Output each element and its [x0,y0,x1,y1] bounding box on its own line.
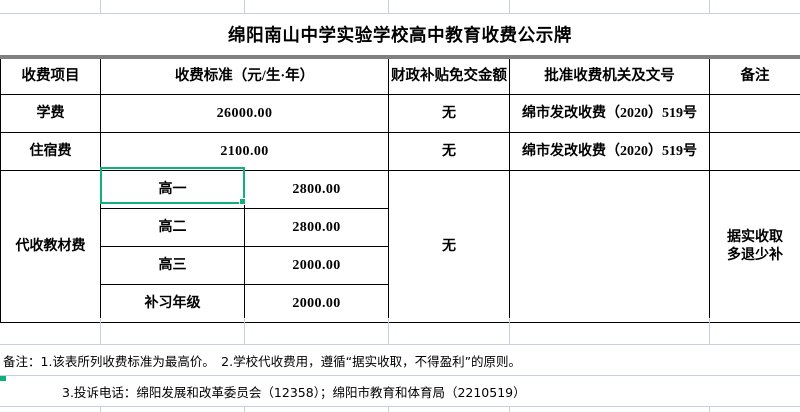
table-row[interactable]: 学费 26000.00 无 绵市发改收费（2020）519号 [0,94,800,133]
cell-standard-boarding[interactable]: 2100.00 [100,132,389,171]
sheet-row-bottom [0,407,800,412]
cell-amount-1[interactable]: 2800.00 [244,170,389,209]
grid-line-vertical [244,407,245,412]
grid-line-vertical [509,318,510,344]
document-title-band: 绵阳南山中学实验学校高中教育收费公示牌 [0,14,800,57]
table-row[interactable]: 代收教材费 高一 2800.00 无 据实收取 多退少补 [0,170,800,323]
remark-line-2: 多退少补 [727,247,783,263]
table-row[interactable]: 高三 2000.00 [1,246,800,285]
fee-disclosure-table: 收费项目 收费标准（元/生·年） 财政补贴免交金额 批准收费机关及文号 备注 学… [0,57,800,323]
remark-line-1: 据实收取 [727,230,783,245]
cell-grade-3[interactable]: 高三 [100,246,245,285]
cell-item-textbook[interactable]: 代收教材费 [0,170,101,323]
cell-grade-1[interactable]: 高一 [100,170,245,209]
grid-line-vertical [709,0,710,14]
table-header-row: 收费项目 收费标准（元/生·年） 财政补贴免交金额 批准收费机关及文号 备注 [0,57,800,95]
cell-subsidy-tuition[interactable]: 无 [388,94,510,133]
cell-approval-boarding[interactable]: 绵市发改收费（2020）519号 [509,132,710,171]
grid-line-vertical [709,407,710,412]
grid-line-vertical [244,318,245,344]
grid-line-vertical [388,318,389,344]
cell-amount-3[interactable]: 2000.00 [244,246,389,285]
header-cell-approval: 批准收费机关及文号 [509,57,710,95]
footnote-row-1[interactable]: 备注：1.该表所列收费标准为最高价。 2.学校代收费用，遵循“据实收取，不得盈利… [0,345,800,376]
header-cell-subsidy: 财政补贴免交金额 [388,57,510,95]
header-cell-item: 收费项目 [0,57,101,95]
cell-approval-textbook[interactable] [509,170,710,323]
cell-grade-2[interactable]: 高二 [100,208,245,247]
grid-line-vertical [388,0,389,14]
cell-item-tuition[interactable]: 学费 [0,94,101,133]
table-row[interactable]: 补习年级 2000.00 [1,284,800,323]
grid-line-vertical [388,407,389,412]
cell-remark-boarding[interactable] [709,132,800,171]
table-row[interactable]: 住宿费 2100.00 无 绵市发改收费（2020）519号 [0,132,800,171]
footnote-text-2: 3.投诉电话：绵阳发展和改革委员会（12358）；绵阳市教育和体育局（22105… [62,384,526,400]
sheet-row-top [0,0,800,14]
grid-line-vertical [244,0,245,14]
grid-line-vertical [100,0,101,14]
grid-line-vertical [509,0,510,14]
cell-remark-tuition[interactable] [709,94,800,133]
sheet-row-gap [0,318,800,345]
header-cell-remark: 备注 [709,57,800,95]
grid-line-vertical [509,407,510,412]
grid-line-vertical [100,407,101,412]
grid-line-horizontal [0,13,800,14]
grid-line-vertical [709,318,710,344]
header-cell-standard: 收费标准（元/生·年） [100,57,389,95]
cell-amount-4[interactable]: 2000.00 [244,284,389,323]
cell-standard-tuition[interactable]: 26000.00 [100,94,389,133]
selection-corner-marker [0,376,6,381]
footnote-row-2[interactable]: 3.投诉电话：绵阳发展和改革委员会（12358）；绵阳市教育和体育局（22105… [0,376,800,407]
cell-grade-4[interactable]: 补习年级 [100,284,245,323]
grid-line-vertical [100,318,101,344]
table-row[interactable]: 高二 2800.00 [1,208,800,247]
cell-approval-tuition[interactable]: 绵市发改收费（2020）519号 [509,94,710,133]
footnote-text-1: 备注：1.该表所列收费标准为最高价。 2.学校代收费用，遵循“据实收取，不得盈利… [3,353,522,369]
cell-subsidy-boarding[interactable]: 无 [388,132,510,171]
cell-amount-2[interactable]: 2800.00 [244,208,389,247]
cell-remark-textbook[interactable]: 据实收取 多退少补 [709,170,800,323]
page-title: 绵阳南山中学实验学校高中教育收费公示牌 [228,25,572,45]
cell-item-boarding[interactable]: 住宿费 [0,132,101,171]
cell-subsidy-textbook[interactable]: 无 [388,170,510,323]
